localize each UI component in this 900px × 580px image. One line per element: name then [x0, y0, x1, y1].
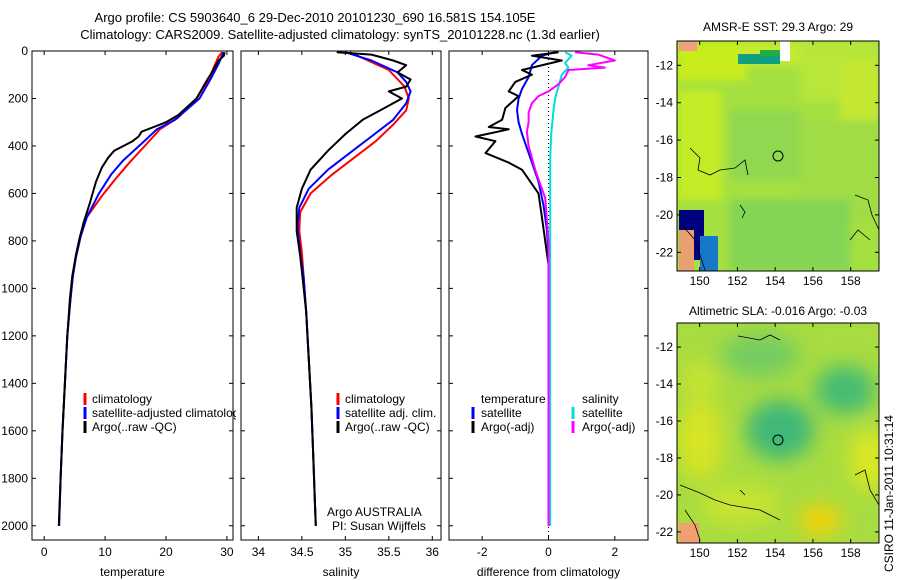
map-x-tick-label: 156: [803, 546, 823, 560]
map-y-tick-label: -14: [656, 96, 674, 110]
map-x-tick-label: 152: [727, 274, 747, 288]
series-line-argo-raw-qc: [57, 52, 226, 526]
y-tick-label: 800: [8, 234, 28, 248]
legend-label: satellite-adjusted climatology: [92, 406, 245, 420]
temperature-legend: climatology satellite-adjusted climatolo…: [83, 392, 245, 434]
map-y-tick-label: -18: [656, 171, 674, 185]
series-line-climatology: [298, 51, 410, 526]
x-tick-label: -2: [477, 545, 488, 559]
map-x-tick-label: 154: [765, 274, 785, 288]
y-tick-label: 1000: [1, 281, 28, 295]
legend-label: climatology: [345, 392, 405, 406]
map-y-tick-label: -16: [656, 414, 674, 428]
sla-field: [678, 333, 879, 534]
legend-label: Argo(..raw -QC): [345, 420, 430, 434]
coastline: [679, 334, 879, 541]
legend-header: salinity: [582, 392, 619, 406]
legend-label: Argo(-adj): [582, 420, 635, 434]
x-tick-label: 35.5: [377, 545, 401, 559]
sst-map-title: AMSR-E SST: 29.3 Argo: 29: [703, 20, 853, 34]
legend-label: climatology: [92, 392, 152, 406]
x-axis-label: salinity: [323, 565, 360, 579]
y-tick-label: 400: [8, 139, 28, 153]
sst-axes: 150 152 154 156 158 -12 -14 -16 -18 -20 -22: [656, 41, 879, 288]
map-x-tick-label: 156: [803, 274, 823, 288]
argo-location-marker: [772, 150, 784, 162]
y-tick-label: 0: [21, 44, 28, 58]
sla-map-frame: [676, 322, 880, 544]
sst-map-frame: [676, 40, 880, 272]
map-y-tick-label: -12: [656, 58, 674, 72]
argo-location-marker: [772, 434, 784, 446]
y-tick-label: 2000: [1, 519, 28, 533]
series-line-climatology: [58, 51, 223, 526]
salinity-plot: 34 34.5 35 35.5 36 salinity: [240, 50, 442, 579]
x-tick-label: 0: [41, 545, 48, 559]
legend-label: satellite adj. clim.: [345, 406, 436, 420]
map-y-tick-label: -18: [656, 451, 674, 465]
x-axis-label: temperature: [100, 565, 165, 579]
y-tick-label: 1400: [1, 376, 28, 390]
x-tick-label: 30: [220, 545, 234, 559]
x-tick-label: 10: [98, 545, 112, 559]
figure-title-line1: Argo profile: CS 5903640_6 29-Dec-2010 2…: [95, 10, 536, 25]
sla-axes: 150 152 154 156 158 -12 -14 -16 -18 -20 -22: [656, 323, 879, 560]
x-tick-label: 20: [159, 545, 173, 559]
coast-band: [738, 54, 780, 64]
timestamp-label: CSIRO 11-Jan-2011 10:31:14: [882, 415, 896, 572]
map-y-tick-label: -12: [656, 340, 674, 354]
series-line-satellite-adjusted-climatology: [58, 51, 225, 526]
map-y-tick-label: -14: [656, 377, 674, 391]
difference-legend: temperature satellite Argo(-adj) salinit…: [471, 392, 635, 434]
sla-map-title: Altimetric SLA: -0.016 Argo: -0.03: [689, 304, 867, 318]
legend-header: temperature: [481, 392, 546, 406]
y-tick-label: 1800: [1, 471, 28, 485]
plot-frame: [31, 50, 234, 541]
annotation-line2: PI: Susan Wijffels: [332, 519, 426, 533]
x-tick-label: 34.5: [290, 545, 314, 559]
map-x-tick-label: 154: [765, 546, 785, 560]
series-line-salinity-argo-adj: [525, 51, 616, 526]
x-tick-label: 34: [252, 545, 266, 559]
map-y-tick-label: -20: [656, 488, 674, 502]
x-tick-label: 36: [426, 545, 440, 559]
series-line-argo-raw-qc: [295, 51, 412, 526]
annotation-line1: Argo AUSTRALIA: [327, 505, 422, 519]
legend-label: Argo(-adj): [481, 420, 534, 434]
salinity-legend: climatology satellite adj. clim. Argo(..…: [327, 392, 436, 533]
y-tick-label: 1200: [1, 329, 28, 343]
difference-plot: -2 0 2 difference from climatology: [448, 50, 649, 579]
plot-frame: [240, 50, 442, 541]
sla-map: 150 152 154 156 158 -12 -14 -16 -18 -20 -22: [656, 322, 880, 560]
sst-field: [677, 41, 879, 271]
series-line-salinity-satellite: [549, 51, 573, 526]
map-y-tick-label: -22: [656, 525, 674, 539]
figure-title-line2: Climatology: CARS2009. Satellite-adjuste…: [80, 27, 600, 42]
y-tick-label: 200: [8, 91, 28, 105]
map-y-tick-label: -16: [656, 133, 674, 147]
map-x-tick-label: 152: [727, 546, 747, 560]
legend-label: satellite: [582, 406, 623, 420]
x-tick-label: 2: [611, 545, 618, 559]
legend-label: Argo(..raw -QC): [92, 420, 177, 434]
x-tick-label: 35: [339, 545, 353, 559]
map-x-tick-label: 158: [841, 546, 861, 560]
y-tick-label: 1600: [1, 424, 28, 438]
legend-label: satellite: [481, 406, 522, 420]
map-y-tick-label: -22: [656, 245, 674, 259]
map-y-tick-label: -20: [656, 208, 674, 222]
temperature-plot: 0 10 20 30 0 200 400 600 800 1000 1200 1400 1600 1800…: [1, 44, 234, 579]
coastline: [681, 147, 879, 271]
y-tick-label: 600: [8, 186, 28, 200]
map-x-tick-label: 150: [690, 546, 710, 560]
sst-map: 150 152 154 156 158 -12 -14 -16 -18 -20 -22: [656, 40, 880, 288]
map-x-tick-label: 158: [841, 274, 861, 288]
x-axis-label: difference from climatology: [477, 565, 620, 579]
map-x-tick-label: 150: [690, 274, 710, 288]
x-tick-label: 0: [545, 545, 552, 559]
